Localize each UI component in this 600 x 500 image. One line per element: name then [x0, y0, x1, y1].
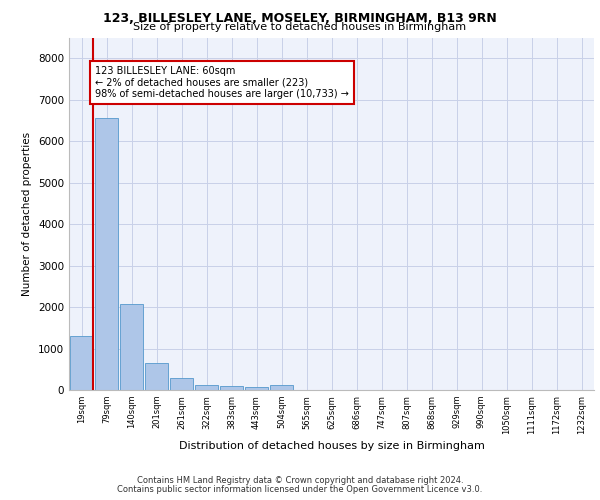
Text: Size of property relative to detached houses in Birmingham: Size of property relative to detached ho… [133, 22, 467, 32]
Y-axis label: Number of detached properties: Number of detached properties [22, 132, 32, 296]
Bar [95, 118, 118, 390]
X-axis label: Distribution of detached houses by size in Birmingham: Distribution of detached houses by size … [179, 441, 484, 451]
Bar [270, 385, 293, 390]
Bar [245, 386, 268, 390]
Bar [220, 386, 243, 390]
Bar [195, 384, 218, 390]
Text: 123 BILLESLEY LANE: 60sqm
← 2% of detached houses are smaller (223)
98% of semi-: 123 BILLESLEY LANE: 60sqm ← 2% of detach… [95, 66, 349, 99]
Text: Contains HM Land Registry data © Crown copyright and database right 2024.: Contains HM Land Registry data © Crown c… [137, 476, 463, 485]
Bar [145, 363, 168, 390]
Bar [170, 378, 193, 390]
Bar [70, 336, 93, 390]
Text: 123, BILLESLEY LANE, MOSELEY, BIRMINGHAM, B13 9RN: 123, BILLESLEY LANE, MOSELEY, BIRMINGHAM… [103, 12, 497, 26]
Text: Contains public sector information licensed under the Open Government Licence v3: Contains public sector information licen… [118, 484, 482, 494]
Bar [120, 304, 143, 390]
